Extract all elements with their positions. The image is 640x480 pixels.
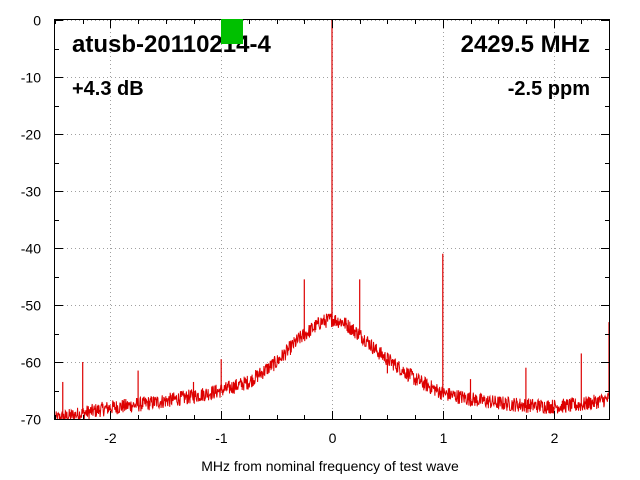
x-tick-label: -1	[215, 430, 228, 446]
x-axis-title: MHz from nominal frequency of test wave	[201, 458, 459, 474]
spectrum-trace-group	[54, 313, 610, 420]
gain-label: +4.3 dB	[72, 78, 144, 100]
x-tick-label: 2	[551, 430, 559, 446]
spectrum-trace	[54, 313, 610, 420]
plot-frame	[54, 19, 610, 420]
x-tick-label: 0	[329, 430, 337, 446]
y-tick-label: -60	[21, 355, 41, 371]
y-tick-label: -10	[21, 70, 41, 86]
axis-ticks: -2 -1 0 1 20-10-20-30-40-50-60-70	[21, 13, 610, 446]
y-tick-label: -30	[21, 184, 41, 200]
y-tick-label: -70	[21, 412, 41, 428]
frequency-label: 2429.5 MHz	[461, 31, 590, 58]
x-tick-label: -2	[104, 430, 117, 446]
x-tick-label: 1	[440, 430, 448, 446]
y-tick-label: -20	[21, 127, 41, 143]
y-tick-label: 0	[33, 13, 41, 29]
y-tick-label: -40	[21, 241, 41, 257]
y-tick-label: -50	[21, 298, 41, 314]
ppm-label: -2.5 ppm	[508, 78, 590, 100]
status-indicator	[221, 19, 243, 44]
